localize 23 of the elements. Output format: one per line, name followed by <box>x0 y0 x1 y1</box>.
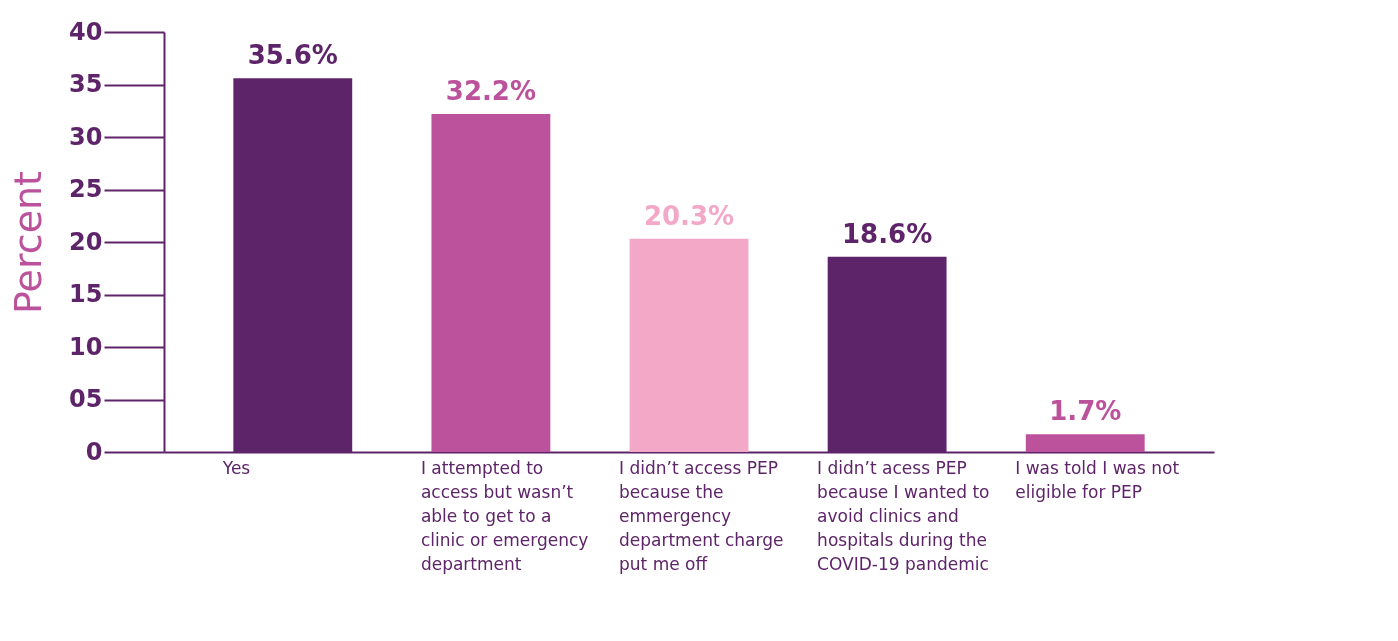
bar <box>1025 434 1145 452</box>
y-tick-label: 10 <box>69 332 103 361</box>
y-tick-label: 30 <box>69 122 103 151</box>
x-tick-label: I didn’t access PEP because the emmergency department charge put me off <box>619 457 784 574</box>
x-tick-label: I didn’t acess PEP because I wanted to avoid clinics and hospitals during the COVID-19 pandemic <box>817 457 990 574</box>
y-tick-label: 40 <box>69 17 103 46</box>
x-tick-label: Yes <box>221 457 251 478</box>
y-tick-label: 25 <box>69 175 103 203</box>
x-tick-label: I was told I was not eligible for PEP <box>1015 457 1180 502</box>
y-tick-label: 20 <box>69 227 103 256</box>
data-label: 18.6% <box>842 218 933 249</box>
y-axis-title: Percent <box>6 171 51 314</box>
y-tick-label: 35 <box>69 70 103 98</box>
y-tick-label: 15 <box>69 280 103 308</box>
bar <box>629 238 749 452</box>
data-label: 32.2% <box>445 75 536 106</box>
y-tick-label: 0 <box>85 437 103 466</box>
x-tick-label: I attempted to access but wasn’t able to get to a clinic or emergency department <box>420 457 589 574</box>
y-tick-label: 05 <box>69 385 103 413</box>
data-label: 35.6% <box>247 40 338 71</box>
bar <box>431 113 551 452</box>
data-label: 1.7% <box>1049 396 1122 427</box>
data-label: 20.3% <box>643 200 735 231</box>
